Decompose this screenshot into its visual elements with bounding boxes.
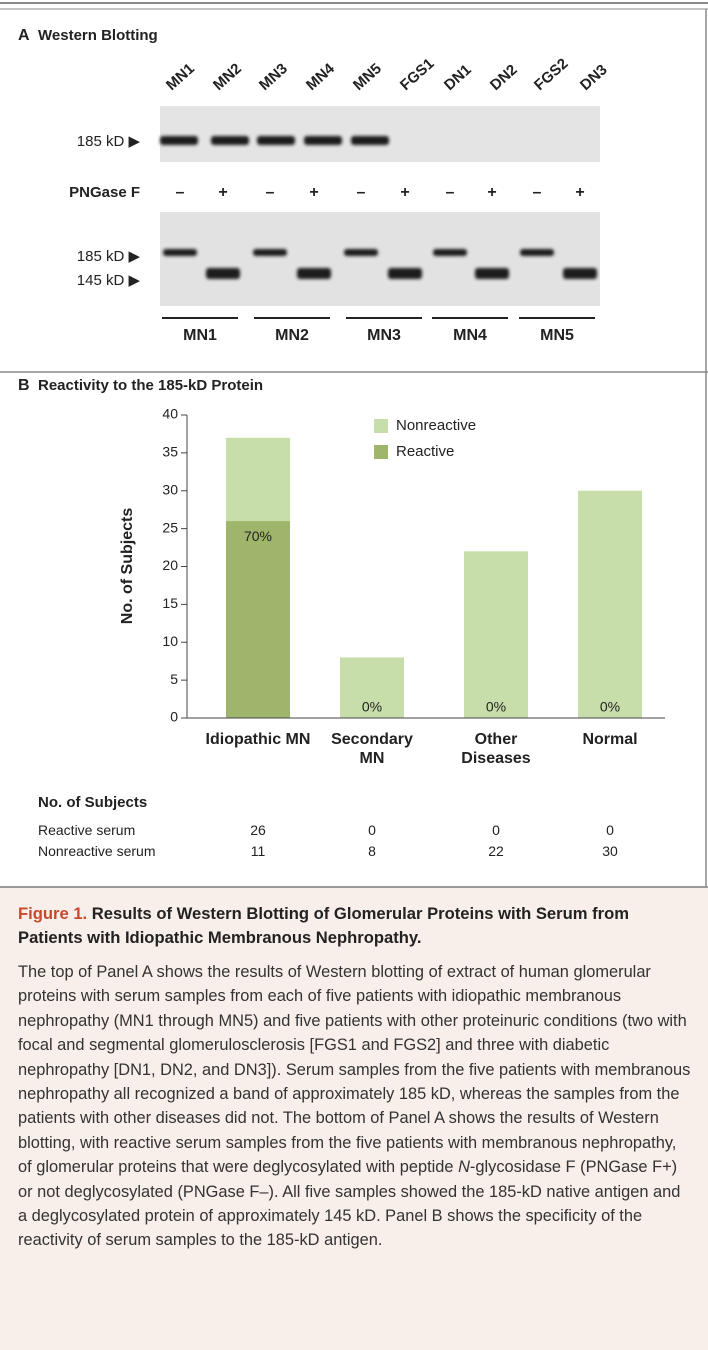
lane-label: FGS1 — [397, 55, 437, 94]
value-label: 70% — [244, 528, 272, 544]
blot-band — [253, 249, 287, 256]
panel-title: Western Blotting — [38, 27, 158, 44]
blot-band — [433, 249, 467, 256]
x-tick-label: Other Diseases — [441, 730, 551, 768]
blot-band — [257, 136, 295, 145]
caption-body: The top of Panel A shows the results of … — [18, 960, 694, 1253]
marker-label: 185 kD ▶ — [77, 248, 141, 265]
y-tick-label: 0 — [170, 709, 178, 725]
table-cell: 0 — [590, 822, 630, 838]
pngase-sign: + — [487, 184, 496, 201]
table-cell: 0 — [476, 822, 516, 838]
pngase-sign: + — [218, 184, 227, 201]
caption-title-text: Results of Western Blotting of Glomerula… — [18, 904, 629, 947]
lane-label: MN5 — [350, 60, 385, 94]
chart-title: Reactivity to the 185-kD Protein — [38, 377, 263, 394]
table-cell: 0 — [352, 822, 392, 838]
y-tick-label: 35 — [162, 444, 178, 460]
bar-segment — [226, 521, 290, 718]
blot-band — [344, 249, 378, 256]
blot-band — [304, 136, 342, 145]
y-tick-label: 40 — [162, 406, 178, 422]
lane-label: MN4 — [303, 60, 338, 94]
legend-swatch — [374, 445, 388, 459]
group-label: MN5 — [540, 327, 574, 344]
pngase-sign: + — [575, 184, 584, 201]
lane-label: MN1 — [163, 60, 198, 94]
bar-segment — [578, 491, 642, 718]
y-tick-label: 20 — [162, 557, 178, 573]
pngase-sign: – — [266, 184, 275, 201]
group-label: MN2 — [275, 327, 309, 344]
pngase-sign: – — [357, 184, 366, 201]
bar-segment — [464, 551, 528, 718]
pngase-sign: – — [176, 184, 185, 201]
blot-band — [206, 268, 240, 279]
x-tick-label: Normal — [555, 730, 665, 749]
table-cell: 11 — [238, 843, 278, 859]
lane-label: DN2 — [487, 61, 521, 94]
panel-label: A — [18, 27, 30, 44]
lane-label: MN2 — [210, 60, 245, 94]
blot-image — [160, 212, 600, 306]
value-label: 0% — [600, 699, 620, 715]
legend-label: Nonreactive — [396, 417, 476, 434]
legend-swatch — [374, 419, 388, 433]
blot-band — [211, 136, 249, 145]
bar-segment — [226, 438, 290, 521]
pngase-sign: + — [400, 184, 409, 201]
caption-text: The top of Panel A shows the results of … — [18, 963, 690, 1176]
table-cell: 26 — [238, 822, 278, 838]
lane-label: MN3 — [256, 60, 291, 94]
pngase-sign: + — [309, 184, 318, 201]
legend-label: Reactive — [396, 443, 454, 460]
blot-band — [520, 249, 554, 256]
table-cell: 8 — [352, 843, 392, 859]
x-tick-label: Secondary MN — [317, 730, 427, 768]
figure-page: A Western Blotting 185 kD ▶ PNGase F 185… — [0, 0, 708, 1348]
blot-band — [388, 268, 422, 279]
value-label: 0% — [362, 699, 382, 715]
table-title: No. of Subjects — [38, 794, 147, 811]
pngase-sign: – — [446, 184, 455, 201]
caption-label: Figure 1. — [18, 904, 87, 923]
blot-band — [351, 136, 389, 145]
blot-band — [563, 268, 597, 279]
pngase-label: PNGase F — [69, 184, 140, 201]
y-tick-label: 15 — [162, 595, 178, 611]
y-tick-label: 30 — [162, 481, 178, 497]
group-label: MN1 — [183, 327, 217, 344]
lane-label: DN3 — [577, 61, 611, 94]
blot-image — [160, 106, 600, 162]
lane-label: DN1 — [441, 61, 475, 94]
y-tick-label: 5 — [170, 671, 178, 687]
caption: Figure 1. Results of Western Blotting of… — [0, 886, 708, 1350]
blot-band — [475, 268, 509, 279]
y-axis-label: No. of Subjects — [119, 508, 136, 625]
blot-band — [297, 268, 331, 279]
blot-band — [163, 249, 197, 256]
blot-band — [160, 136, 198, 145]
x-tick-label: Idiopathic MN — [203, 730, 313, 749]
lane-label: FGS2 — [531, 55, 571, 94]
caption-text: N — [458, 1158, 470, 1176]
group-label: MN3 — [367, 327, 401, 344]
y-tick-label: 25 — [162, 519, 178, 535]
group-label: MN4 — [453, 327, 487, 344]
table-cell: 22 — [476, 843, 516, 859]
pngase-sign: – — [533, 184, 542, 201]
marker-label: 185 kD ▶ — [77, 133, 141, 150]
caption-title: Figure 1. Results of Western Blotting of… — [18, 902, 688, 950]
row-label: Reactive serum — [38, 822, 135, 838]
y-tick-label: 10 — [162, 633, 178, 649]
panel-label: B — [18, 377, 30, 394]
table-cell: 30 — [590, 843, 630, 859]
row-label: Nonreactive serum — [38, 843, 156, 859]
value-label: 0% — [486, 699, 506, 715]
marker-label: 145 kD ▶ — [77, 272, 141, 289]
